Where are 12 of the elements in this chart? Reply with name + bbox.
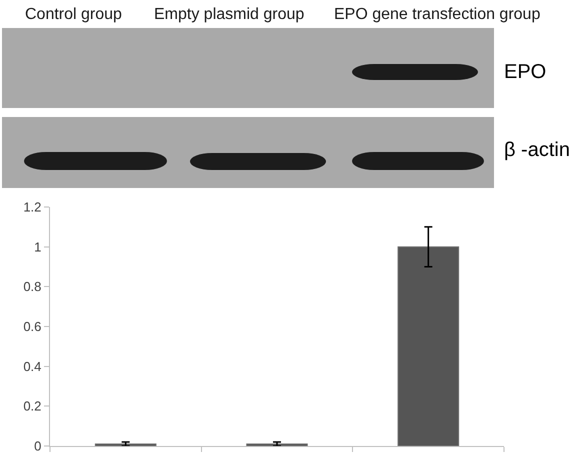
y-tick-label: 1 (34, 239, 42, 254)
text: Control group (25, 6, 122, 23)
y-tick-label: 0.2 (23, 398, 42, 414)
y-tick-label: 0.8 (23, 279, 42, 294)
y-tick-label: 0.4 (23, 358, 42, 374)
y-tick-label: 0 (34, 438, 42, 454)
text: EPO (504, 61, 546, 83)
text: EPO gene transfection group (334, 6, 540, 23)
text: β -actin (504, 139, 570, 161)
y-tick-label: 0.6 (23, 319, 42, 334)
text: Empty plasmid group (154, 6, 304, 23)
y-tick-label: 1.2 (23, 200, 42, 215)
